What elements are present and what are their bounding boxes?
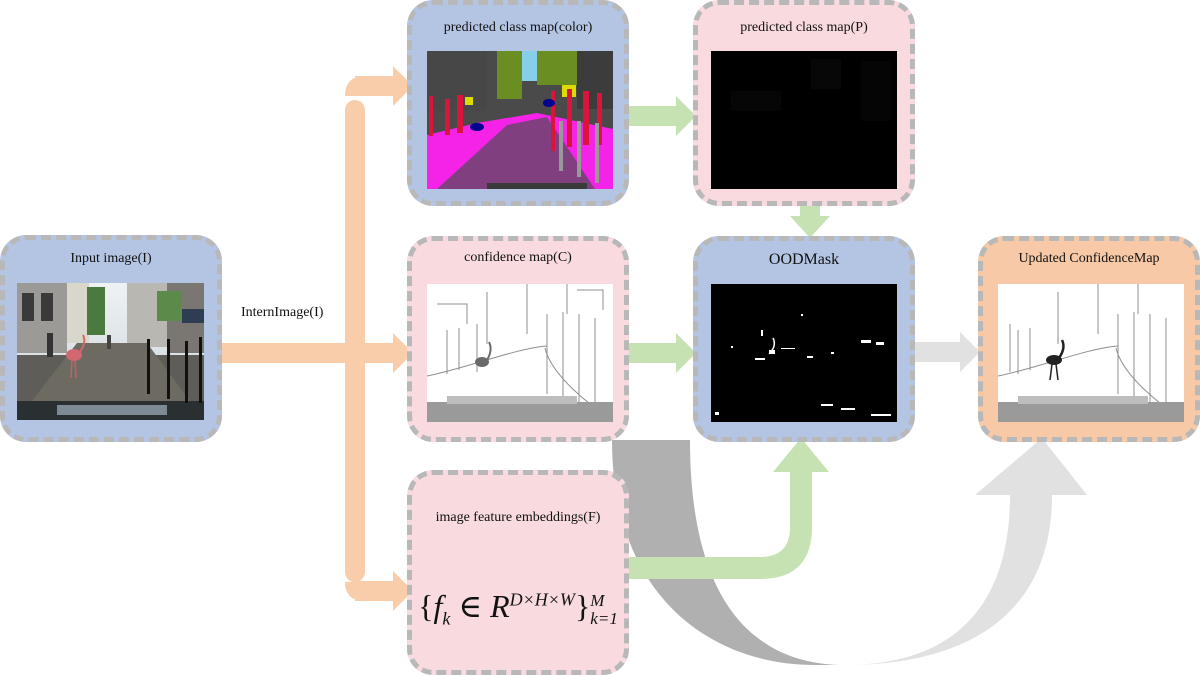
class-map-p-node: predicted class map(P) bbox=[693, 0, 915, 206]
feature-embeddings-node: image feature embeddings(F) {fk ∈ RD×H×W… bbox=[407, 470, 629, 675]
green-arrows bbox=[628, 96, 830, 579]
ood-mask-image bbox=[711, 284, 897, 422]
ood-mask-node: OODMask bbox=[693, 236, 915, 442]
input-image-title: Input image(I) bbox=[70, 251, 152, 266]
gray-arrow-straight bbox=[912, 332, 980, 372]
updated-confidence-map-image bbox=[998, 284, 1184, 422]
updated-confidence-map-title: Updated ConfidenceMap bbox=[1018, 251, 1160, 266]
class-map-p-title: predicted class map(P) bbox=[740, 20, 868, 35]
segmentation-color-map bbox=[427, 51, 613, 189]
backbone-arrows bbox=[220, 66, 413, 611]
ood-mask-title: OODMask bbox=[768, 251, 840, 268]
gray-curve-arrow-dark bbox=[612, 440, 845, 665]
feature-embeddings-title: image feature embeddings(F) bbox=[435, 510, 601, 525]
class-map-p-image bbox=[711, 51, 897, 189]
input-image-node: Input image(I) bbox=[0, 235, 222, 442]
street-photo bbox=[17, 283, 204, 420]
updated-confidence-map-node: Updated ConfidenceMap bbox=[978, 236, 1200, 442]
confidence-map-title: confidence map(C) bbox=[464, 250, 572, 265]
confidence-map-image bbox=[427, 284, 613, 422]
class-map-color-node: predicted class map(color) bbox=[407, 0, 629, 206]
gray-curve-arrow-light bbox=[845, 438, 1087, 665]
confidence-map-node: confidence map(C) bbox=[407, 236, 629, 442]
class-map-color-title: predicted class map(color) bbox=[443, 20, 593, 35]
backbone-label: InternImage(I) bbox=[241, 305, 324, 320]
